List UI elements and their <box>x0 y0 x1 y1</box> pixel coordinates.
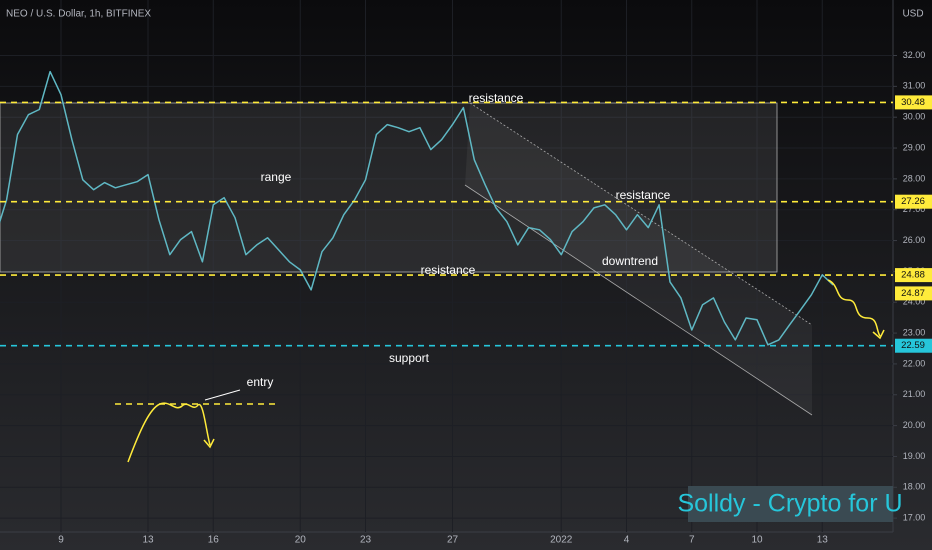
annotation: resistance <box>421 263 476 277</box>
annotation: downtrend <box>602 254 658 268</box>
y-tick-label: 30.00 <box>903 112 926 122</box>
y-tick-label: 23.00 <box>903 327 926 337</box>
y-tick-label: 19.00 <box>903 451 926 461</box>
arrow-head <box>872 329 885 340</box>
y-tick-label: 26.00 <box>903 235 926 245</box>
level-label-box <box>895 95 932 110</box>
x-tick-label: 9 <box>58 535 64 546</box>
y-tick-label: 32.00 <box>903 50 926 60</box>
price-label: 24.87 <box>901 288 925 299</box>
y-tick-label: 22.00 <box>903 358 926 368</box>
x-tick-label: 13 <box>142 535 154 546</box>
y-tick-label: 20.00 <box>903 420 926 430</box>
y-tick-label: 27.00 <box>903 204 926 214</box>
annotation: range <box>261 170 292 184</box>
price-label-box <box>895 286 932 301</box>
y-tick-label: 21.00 <box>903 389 926 399</box>
x-tick-label: 10 <box>751 535 763 546</box>
annotation: resistance <box>616 188 671 202</box>
x-tick-label: 7 <box>689 535 695 546</box>
x-tick-label: 16 <box>208 535 220 546</box>
level-label: 27.26 <box>901 196 925 207</box>
grid <box>0 0 893 532</box>
y-tick-label: 28.00 <box>903 173 926 183</box>
channel-fill <box>465 103 812 415</box>
x-tick-label: 4 <box>624 535 630 546</box>
x-tick-label: 2022 <box>550 535 573 546</box>
annotation: support <box>389 351 430 365</box>
x-tick-label: 20 <box>295 535 307 546</box>
watermark-box <box>688 486 893 522</box>
level-label-box <box>895 338 932 353</box>
channel-line <box>464 184 813 416</box>
level-label: 24.88 <box>901 270 925 281</box>
scenario-arrow <box>827 279 881 337</box>
y-tick-label: 24.00 <box>903 297 926 307</box>
level-label-box <box>895 194 932 209</box>
scenario-arrow <box>127 402 211 463</box>
y-axis-label: USD <box>902 9 923 20</box>
watermark: Solldy - Crypto for U <box>677 490 902 518</box>
x-tick-label: 27 <box>447 535 459 546</box>
y-tick-label: 17.00 <box>903 512 926 522</box>
y-tick-label: 18.00 <box>903 482 926 492</box>
y-tick-label: 29.00 <box>903 142 926 152</box>
range-box <box>0 102 778 273</box>
chart-title: NEO / U.S. Dollar, 1h, BITFINEX <box>6 9 151 20</box>
plot <box>0 70 834 346</box>
arrow-head <box>203 438 215 449</box>
level-label: 22.59 <box>901 340 925 351</box>
level-label: 30.48 <box>901 97 925 108</box>
x-tick-label: 13 <box>817 535 829 546</box>
entry-arrow <box>204 389 241 401</box>
level-label-box <box>895 268 932 283</box>
y-tick-label: 31.00 <box>903 81 926 91</box>
x-tick-label: 23 <box>360 535 372 546</box>
price-line <box>0 70 834 346</box>
annotation: entry <box>247 375 274 389</box>
